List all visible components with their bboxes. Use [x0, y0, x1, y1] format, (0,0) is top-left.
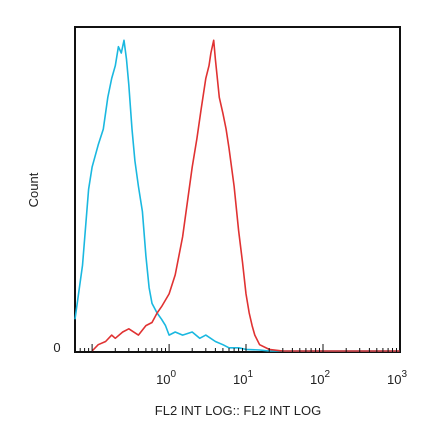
x-axis-tick-labels: 100 101 102 103 [156, 369, 407, 387]
x-tick-label-0: 100 [156, 369, 176, 387]
series-line-2 [91, 39, 400, 352]
x-axis-ticks [74, 344, 401, 352]
x-tick-label-2: 102 [310, 369, 330, 387]
y-axis-label: Count [26, 172, 41, 207]
y-tick-label-0: 0 [53, 340, 60, 355]
series-layer [74, 39, 400, 352]
plot-area [74, 26, 401, 353]
x-tick-label-3: 103 [387, 369, 407, 387]
series-line-1 [74, 39, 400, 352]
x-tick-label-1: 101 [233, 369, 253, 387]
x-axis-label: FL2 INT LOG:: FL2 INT LOG [155, 403, 321, 418]
plot-frame [74, 26, 401, 353]
